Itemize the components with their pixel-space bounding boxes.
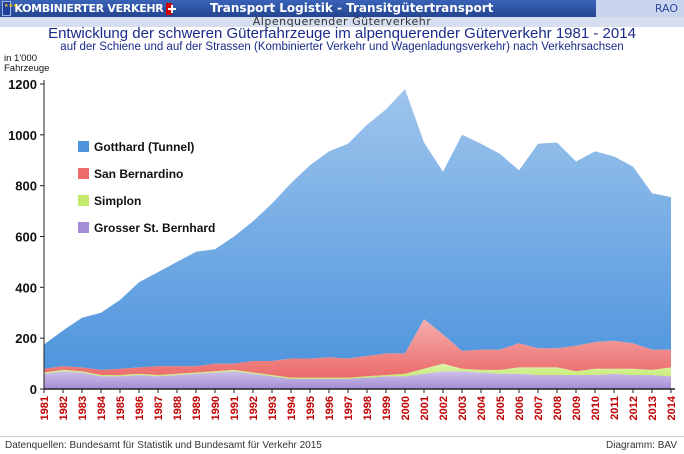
legend-swatch-grosser-st-bernhard <box>78 222 89 233</box>
x-tick-label: 1999 <box>381 396 393 420</box>
x-tick-label: 1981 <box>39 396 51 420</box>
brand: KOMBINIERTER VERKEHR <box>0 0 176 17</box>
area-simplon <box>44 363 671 379</box>
x-tick-label: 2001 <box>419 396 431 420</box>
x-tick-label: 2000 <box>400 396 412 420</box>
brand-label: KOMBINIERTER VERKEHR <box>14 2 164 15</box>
area-grosser-st-bernhard <box>44 371 671 389</box>
x-tick-label: 1984 <box>96 395 108 420</box>
x-tick-label: 2010 <box>590 396 602 420</box>
chart-subtitle: auf der Schiene und auf der Strassen (Ko… <box>60 41 624 53</box>
x-tick-label: 2006 <box>514 396 526 420</box>
legend-swatch-san-bernardino <box>78 168 89 179</box>
x-tick-label: 2012 <box>628 396 640 420</box>
swiss-cross-icon <box>166 2 176 15</box>
legend-label-san-bernardino: San Bernardino <box>94 167 183 181</box>
diagram-credit: Diagramm: BAV <box>606 440 677 451</box>
x-tick-label: 2002 <box>438 396 450 420</box>
x-tick-label: 2013 <box>647 396 659 420</box>
x-tick-label: 1990 <box>210 396 222 420</box>
x-tick-label: 1992 <box>248 396 260 420</box>
y-axis-unit-label: in 1'000 Fahrzeuge <box>4 53 50 74</box>
legend-swatch-gotthard-tunnel <box>78 141 89 152</box>
section-title: Alpenquerender Güterverkehr <box>252 15 432 28</box>
footer: Datenquellen: Bundesamt für Statistik un… <box>0 436 684 454</box>
x-tick-label: 2004 <box>476 395 488 420</box>
x-tick-label: 1989 <box>191 396 203 420</box>
x-tick-label: 1983 <box>77 396 89 420</box>
x-tick-label: 1998 <box>362 396 374 420</box>
x-tick-label: 2014 <box>666 395 678 420</box>
x-tick-label: 1987 <box>153 396 165 420</box>
bar-title: Transport Logistik - Transitgütertranspo… <box>210 1 494 15</box>
area-gotthard-tunnel <box>44 89 671 370</box>
x-tick-label: 1991 <box>229 396 241 420</box>
x-tick-label: 1988 <box>172 396 184 420</box>
x-tick-label: 2003 <box>457 396 469 420</box>
legend-label-grosser-st-bernhard: Grosser St. Bernhard <box>94 221 215 235</box>
x-tick-label: 1986 <box>134 396 146 420</box>
x-tick-label: 2011 <box>609 396 621 420</box>
legend-label-simplon: Simplon <box>94 194 141 208</box>
x-tick-label: 2005 <box>495 396 507 420</box>
x-tick-label: 1985 <box>115 396 127 420</box>
x-tick-label: 1996 <box>324 396 336 420</box>
x-tick-label: 1993 <box>267 396 279 420</box>
x-tick-label: 2008 <box>552 396 564 420</box>
chart-title: Entwicklung der schweren Güterfahrzeuge … <box>48 25 636 42</box>
x-tick-label: 1995 <box>305 396 317 420</box>
y-tick-label: 800 <box>15 179 37 194</box>
x-tick-label: 1982 <box>58 396 70 420</box>
section-bar <box>0 17 684 27</box>
x-tick-label: 2007 <box>533 396 545 420</box>
top-bar: KOMBINIERTER VERKEHR Transport Logistik … <box>0 0 684 17</box>
x-tick-label: 1994 <box>286 395 298 420</box>
y-tick-label: 600 <box>15 230 37 245</box>
eu-flag-icon <box>2 1 18 16</box>
y-tick-label: 400 <box>15 280 37 295</box>
y-tick-label: 1200 <box>8 77 37 92</box>
data-source: Datenquellen: Bundesamt für Statistik un… <box>5 440 322 451</box>
area-san-bernardino <box>44 319 671 378</box>
y-tick-label: 1000 <box>8 128 37 143</box>
x-tick-label: 1997 <box>343 396 355 420</box>
x-tick-label: 2009 <box>571 396 583 420</box>
y-tick-label: 200 <box>15 331 37 346</box>
legend-swatch-simplon <box>78 195 89 206</box>
y-tick-label: 0 <box>30 382 37 397</box>
legend-label-gotthard-tunnel: Gotthard (Tunnel) <box>94 140 194 154</box>
rao-label: RAO <box>596 0 684 17</box>
